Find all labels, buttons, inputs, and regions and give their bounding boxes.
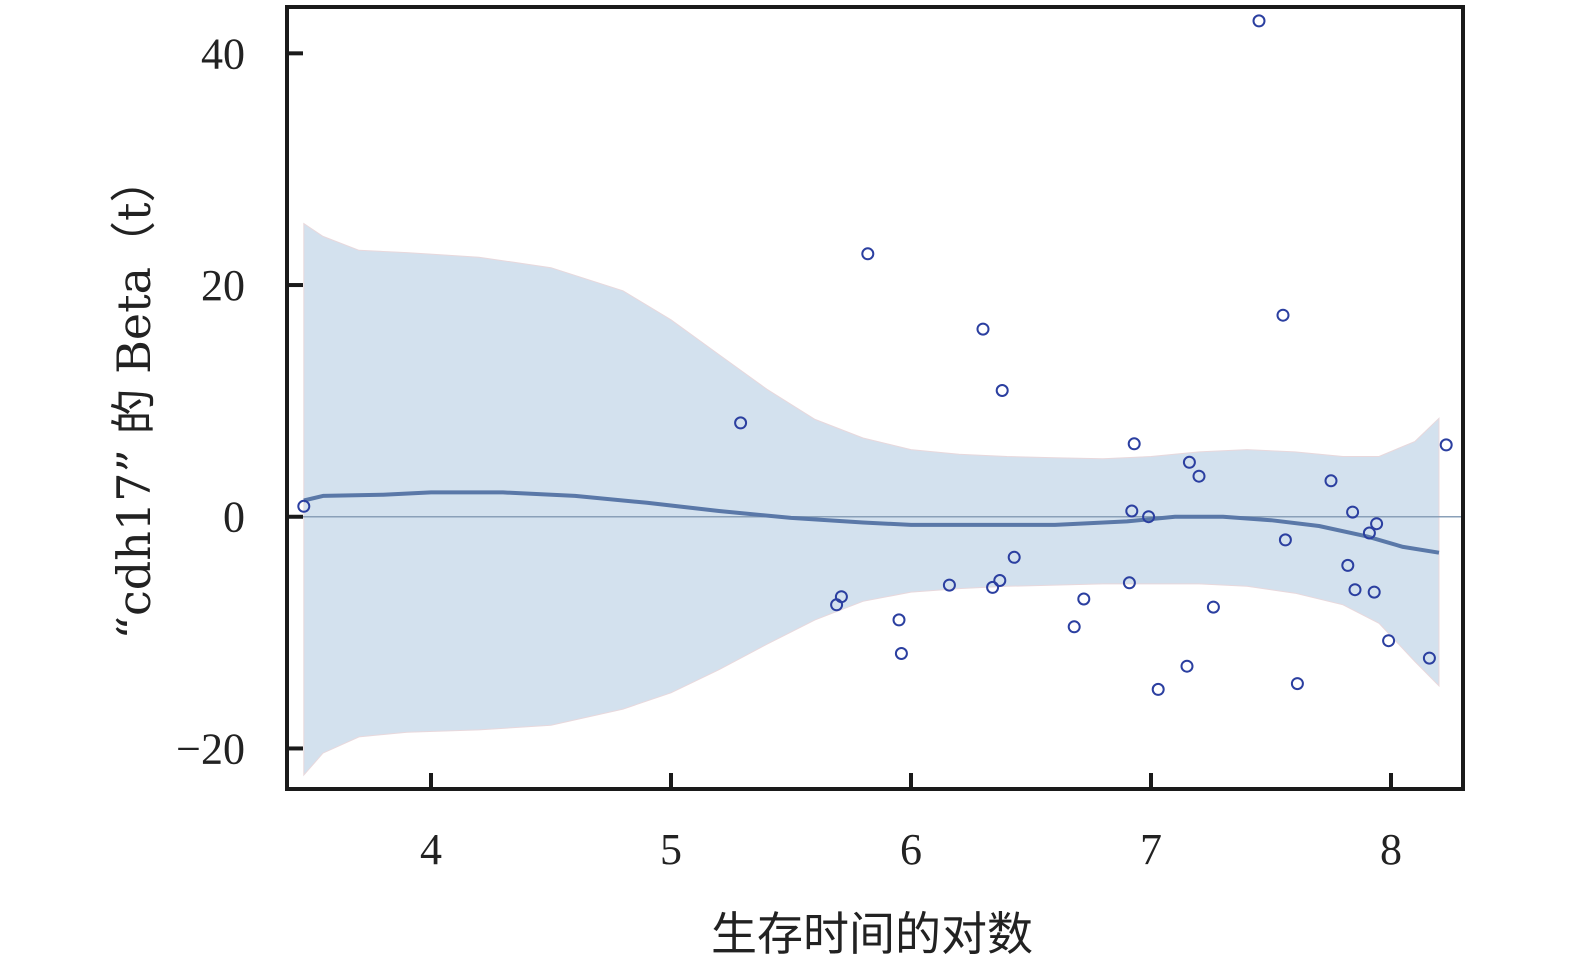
- data-point: [1439, 438, 1453, 452]
- axis-ticks: 4 5 6 7 8 −20 0 20 40: [176, 29, 1402, 874]
- data-point: [861, 247, 875, 261]
- data-point: [1125, 504, 1139, 518]
- data-point: [1182, 455, 1196, 469]
- data-point: [986, 580, 1000, 594]
- data-point: [297, 499, 311, 513]
- plot-area: [287, 14, 1463, 777]
- data-point: [1180, 659, 1194, 673]
- smooth-line: [303, 490, 1440, 555]
- y-tick-label: 40: [201, 29, 245, 78]
- data-point: [1151, 682, 1165, 696]
- data-point: [1142, 510, 1156, 524]
- data-point: [1324, 474, 1338, 488]
- confidence-band: [303, 222, 1440, 777]
- data-point: [993, 574, 1007, 587]
- data-point: [1370, 517, 1384, 531]
- data-point: [834, 590, 848, 604]
- data-point: [1252, 14, 1266, 28]
- data-point: [1206, 600, 1220, 614]
- x-tick-label: 8: [1380, 825, 1402, 874]
- data-point: [734, 416, 748, 430]
- data-point: [1367, 585, 1381, 599]
- y-tick-label: −20: [176, 724, 245, 773]
- x-tick-label: 7: [1140, 825, 1162, 874]
- data-point: [1122, 576, 1136, 590]
- data-point: [1127, 437, 1141, 451]
- y-tick-label: 0: [223, 493, 245, 542]
- data-point: [1007, 550, 1021, 564]
- data-point: [1077, 592, 1091, 606]
- data-point: [1362, 526, 1376, 540]
- data-point: [1067, 620, 1081, 634]
- plot-frame: [285, 5, 1465, 791]
- y-axis-title: “cdh17” 的 Beta（t）: [107, 156, 161, 639]
- data-point: [942, 578, 956, 592]
- x-axis-title: 生存时间的对数: [711, 907, 1033, 961]
- data-point: [995, 384, 1009, 397]
- data-point: [892, 613, 906, 627]
- x-tick-label: 5: [660, 825, 682, 874]
- data-point: [1278, 533, 1292, 547]
- data-point: [894, 647, 908, 660]
- data-point: [1422, 651, 1436, 665]
- data-point: [1276, 308, 1290, 322]
- x-tick-label: 4: [420, 825, 442, 874]
- data-point: [976, 322, 990, 336]
- data-point: [1192, 469, 1206, 483]
- data-point: [1346, 505, 1360, 519]
- data-point: [1348, 583, 1362, 597]
- data-point: [1382, 634, 1396, 648]
- y-tick-label: 20: [201, 261, 245, 310]
- x-tick-label: 6: [900, 825, 922, 874]
- data-point: [1290, 677, 1304, 691]
- data-point: [1341, 558, 1355, 572]
